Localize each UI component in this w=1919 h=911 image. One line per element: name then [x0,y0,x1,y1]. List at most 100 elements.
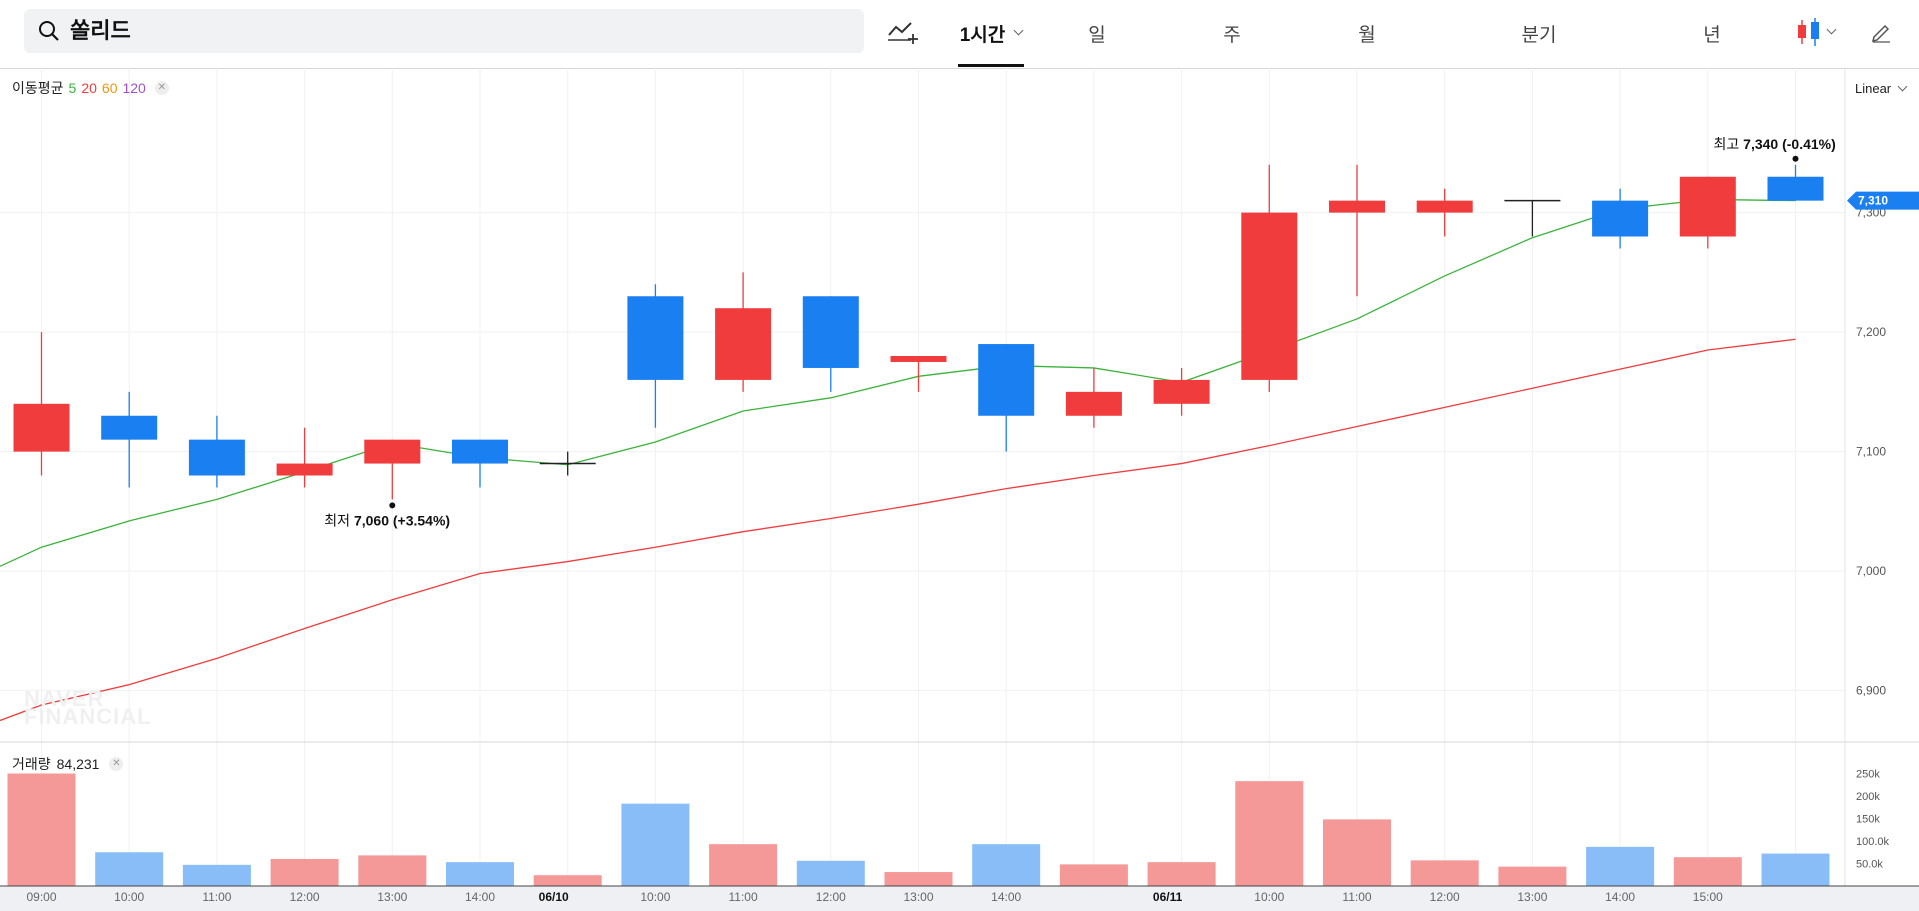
volume-legend: 거래량 84,231 ✕ [12,754,124,774]
high-annotation: 최고 7,340 (-0.41%) [1714,136,1836,152]
scale-mode-label: Linear [1855,81,1892,96]
ma-period-60: 60 [101,80,118,96]
candle-body [1329,200,1385,213]
volume-bar [884,872,953,886]
ma-legend: 이동평균 5 20 60 120 ✕ [12,78,169,98]
volume-legend-value: 84,231 [56,756,100,772]
scale-mode-select[interactable]: Linear [1855,81,1908,96]
volume-tick-label: 250k [1856,769,1880,781]
chevron-down-icon [1897,81,1908,91]
volume-bar [1410,860,1479,886]
volume-legend-label: 거래량 [12,756,51,772]
high-marker [1792,155,1799,162]
top-toolbar: 쏠리드 1시간 일 주 월 분기 년 [0,0,1919,69]
close-icon[interactable]: ✕ [154,81,169,95]
current-price-label: 7,310 [1858,194,1888,208]
y-tick-label: 6,900 [1856,684,1886,698]
volume-tick-label: 200k [1856,791,1880,803]
indicator-add-icon[interactable] [885,14,921,50]
volume-bar [446,862,514,886]
x-tick-label: 06/11 [1153,890,1183,904]
chevron-down-icon [1826,24,1836,35]
low-annotation: 최저 7,060 (+3.54%) [324,512,450,528]
tab-1hour[interactable]: 1시간 [958,0,1024,67]
volume-bar [1498,866,1567,886]
x-tick-label: 11:00 [202,890,231,904]
candle-body [802,296,859,368]
x-tick-label: 09:00 [26,890,56,904]
watermark-logo: NAVER FINANCIAL [24,686,152,729]
x-tick-label: 11:00 [729,890,758,904]
candle-body [890,356,947,362]
candle-body [1153,379,1210,404]
tab-year[interactable]: 년 [1703,24,1721,46]
tab-week[interactable]: 주 [1223,24,1241,46]
x-tick-label: 06/10 [539,890,569,904]
x-tick-label: 15:00 [1693,890,1723,904]
volume-bar [358,855,427,886]
x-tick-label: 13:00 [1517,890,1547,904]
candle-body [1592,200,1649,237]
candle-body [1767,176,1824,201]
volume-tick-label: 150k [1856,814,1880,826]
volume-bar [182,864,251,886]
tab-month[interactable]: 월 [1358,24,1376,46]
x-tick-label: 13:00 [903,890,933,904]
volume-bar [7,773,76,886]
volume-bar [1059,864,1128,886]
volume-bar [1586,846,1655,886]
candle-body [364,439,421,464]
ma-period-5: 5 [68,80,77,96]
current-price-tag [1847,191,1919,210]
volume-tick-label: 100.0k [1856,836,1890,848]
pencil-icon[interactable] [1866,14,1896,50]
close-icon[interactable]: ✕ [109,757,124,771]
x-tick-label: 14:00 [465,890,495,904]
candle-body [452,439,508,464]
x-axis-band [0,886,1919,911]
tab-quarter[interactable]: 분기 [1521,24,1557,46]
chevron-down-icon [1013,25,1024,36]
x-tick-label: 13:00 [377,890,407,904]
volume-bar [270,859,339,886]
volume-bar [972,844,1041,886]
volume-bar [1235,781,1304,886]
volume-bar [1761,853,1830,886]
y-tick-label: 7,100 [1856,445,1886,459]
ma20-line [0,338,1796,722]
ma-period-120: 120 [122,80,146,96]
candle-body [13,403,70,452]
candle-body [715,308,772,380]
x-tick-label: 10:00 [1254,890,1284,904]
candle-body [1679,176,1736,237]
volume-bar [1673,857,1742,886]
x-tick-label: 12:00 [290,890,320,904]
candle-body [1416,200,1473,213]
y-tick-label: 7,000 [1856,564,1886,578]
ma-legend-label: 이동평균 [12,80,64,96]
candle-body [627,296,684,380]
x-tick-label: 14:00 [1605,890,1635,904]
volume-bar [533,875,602,886]
tab-day[interactable]: 일 [1088,24,1106,46]
volume-bar [709,844,778,886]
volume-bar [1323,819,1391,886]
x-tick-label: 12:00 [1430,890,1460,904]
x-tick-label: 10:00 [114,890,144,904]
candle-body [276,463,333,476]
volume-bar [1147,862,1216,886]
search-query[interactable]: 쏠리드 [70,18,131,43]
candle-body [188,439,245,476]
volume-bar [621,803,690,886]
search-box[interactable]: 쏠리드 [24,9,864,53]
candle-body [978,344,1035,416]
y-tick-label: 7,200 [1856,325,1886,339]
low-marker [389,502,396,509]
candle-body [1065,391,1122,416]
candlestick-icon[interactable] [1792,14,1838,50]
candle-body [101,415,158,440]
volume-tick-label: 50.0k [1856,859,1883,871]
x-tick-label: 12:00 [816,890,846,904]
x-tick-label: 10:00 [640,890,670,904]
